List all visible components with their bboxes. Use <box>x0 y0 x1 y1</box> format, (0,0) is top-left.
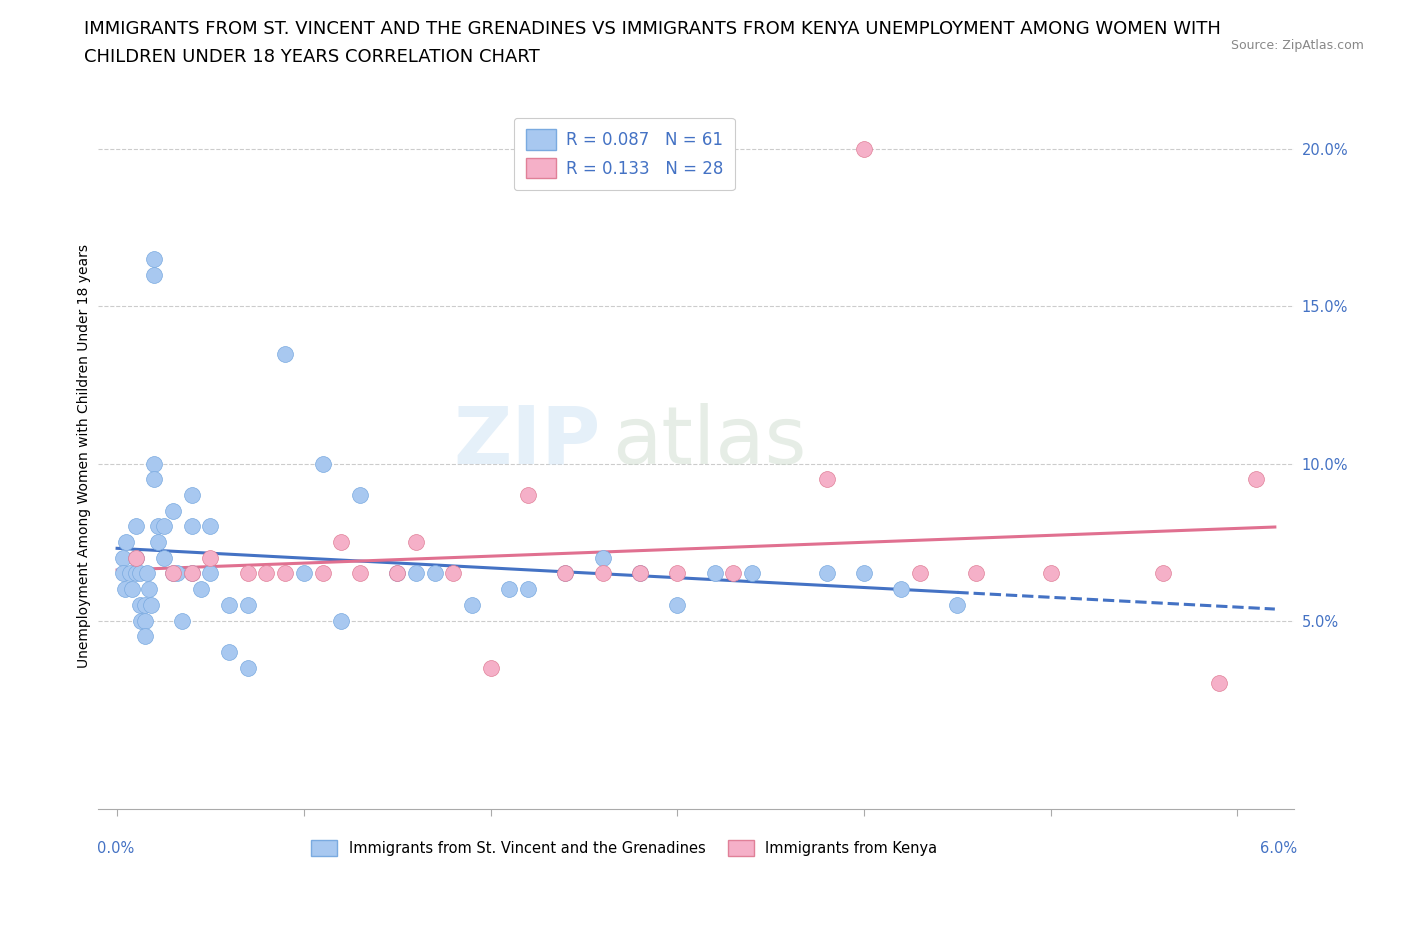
Point <box>152 551 174 565</box>
Point <box>853 142 876 157</box>
Point <box>162 566 184 581</box>
Point <box>741 566 763 581</box>
Point <box>1244 472 1267 486</box>
Legend: Immigrants from St. Vincent and the Grenadines, Immigrants from Kenya: Immigrants from St. Vincent and the Gren… <box>305 834 943 862</box>
Point <box>152 519 174 534</box>
Point <box>236 597 259 612</box>
Text: atlas: atlas <box>613 403 807 481</box>
Point <box>385 566 409 581</box>
Point <box>349 487 371 502</box>
Point <box>180 566 202 581</box>
Point <box>628 566 651 581</box>
Point <box>139 597 162 612</box>
Point <box>111 551 134 565</box>
Point <box>311 456 333 471</box>
Point <box>143 268 166 283</box>
Text: CHILDREN UNDER 18 YEARS CORRELATION CHART: CHILDREN UNDER 18 YEARS CORRELATION CHAR… <box>84 48 540 66</box>
Point <box>516 487 538 502</box>
Point <box>516 582 538 597</box>
Text: Source: ZipAtlas.com: Source: ZipAtlas.com <box>1230 39 1364 52</box>
Point <box>200 566 222 581</box>
Point <box>190 582 212 597</box>
Y-axis label: Unemployment Among Women with Children Under 18 years: Unemployment Among Women with Children U… <box>77 244 91 668</box>
Point <box>236 660 259 675</box>
Point <box>136 566 159 581</box>
Point <box>330 535 353 550</box>
Point <box>180 566 202 581</box>
Point <box>908 566 931 581</box>
Point <box>200 519 222 534</box>
Text: IMMIGRANTS FROM ST. VINCENT AND THE GRENADINES VS IMMIGRANTS FROM KENYA UNEMPLOY: IMMIGRANTS FROM ST. VINCENT AND THE GREN… <box>84 20 1222 38</box>
Point <box>479 660 502 675</box>
Point <box>134 629 156 644</box>
Point <box>143 252 166 267</box>
Point <box>385 566 409 581</box>
Point <box>166 566 188 581</box>
Point <box>853 566 876 581</box>
Point <box>890 582 912 597</box>
Point <box>666 597 689 612</box>
Point <box>423 566 446 581</box>
Point <box>405 535 427 550</box>
Point <box>628 566 651 581</box>
Point <box>138 582 160 597</box>
Point <box>256 566 278 581</box>
Point <box>125 551 148 565</box>
Text: 0.0%: 0.0% <box>97 841 135 856</box>
Point <box>461 597 484 612</box>
Point <box>128 597 150 612</box>
Point <box>143 472 166 486</box>
Point <box>128 566 150 581</box>
Point <box>554 566 576 581</box>
Point <box>723 566 745 581</box>
Point <box>592 566 614 581</box>
Point <box>125 519 148 534</box>
Point <box>131 613 153 628</box>
Point <box>1208 676 1230 691</box>
Point <box>180 519 202 534</box>
Point <box>666 566 689 581</box>
Point <box>148 535 170 550</box>
Point <box>125 551 148 565</box>
Point <box>162 566 184 581</box>
Point <box>121 582 143 597</box>
Text: ZIP: ZIP <box>453 403 600 481</box>
Point <box>120 566 142 581</box>
Point <box>274 566 297 581</box>
Point <box>965 566 987 581</box>
Point <box>134 597 156 612</box>
Point <box>148 519 170 534</box>
Point <box>115 535 138 550</box>
Point <box>292 566 315 581</box>
Point <box>405 566 427 581</box>
Point <box>200 551 222 565</box>
Point <box>143 456 166 471</box>
Point <box>218 644 240 659</box>
Point <box>554 566 576 581</box>
Point <box>592 551 614 565</box>
Point <box>349 566 371 581</box>
Point <box>311 566 333 581</box>
Point <box>134 613 156 628</box>
Point <box>441 566 464 581</box>
Point <box>180 487 202 502</box>
Point <box>498 582 520 597</box>
Point <box>125 566 148 581</box>
Point <box>218 597 240 612</box>
Point <box>162 503 184 518</box>
Point <box>274 346 297 361</box>
Point <box>703 566 725 581</box>
Point <box>111 566 134 581</box>
Point <box>1039 566 1062 581</box>
Point <box>815 566 838 581</box>
Text: 6.0%: 6.0% <box>1260 841 1298 856</box>
Point <box>815 472 838 486</box>
Point <box>330 613 353 628</box>
Point <box>1152 566 1174 581</box>
Point <box>236 566 259 581</box>
Point <box>172 613 194 628</box>
Point <box>114 582 136 597</box>
Point <box>946 597 969 612</box>
